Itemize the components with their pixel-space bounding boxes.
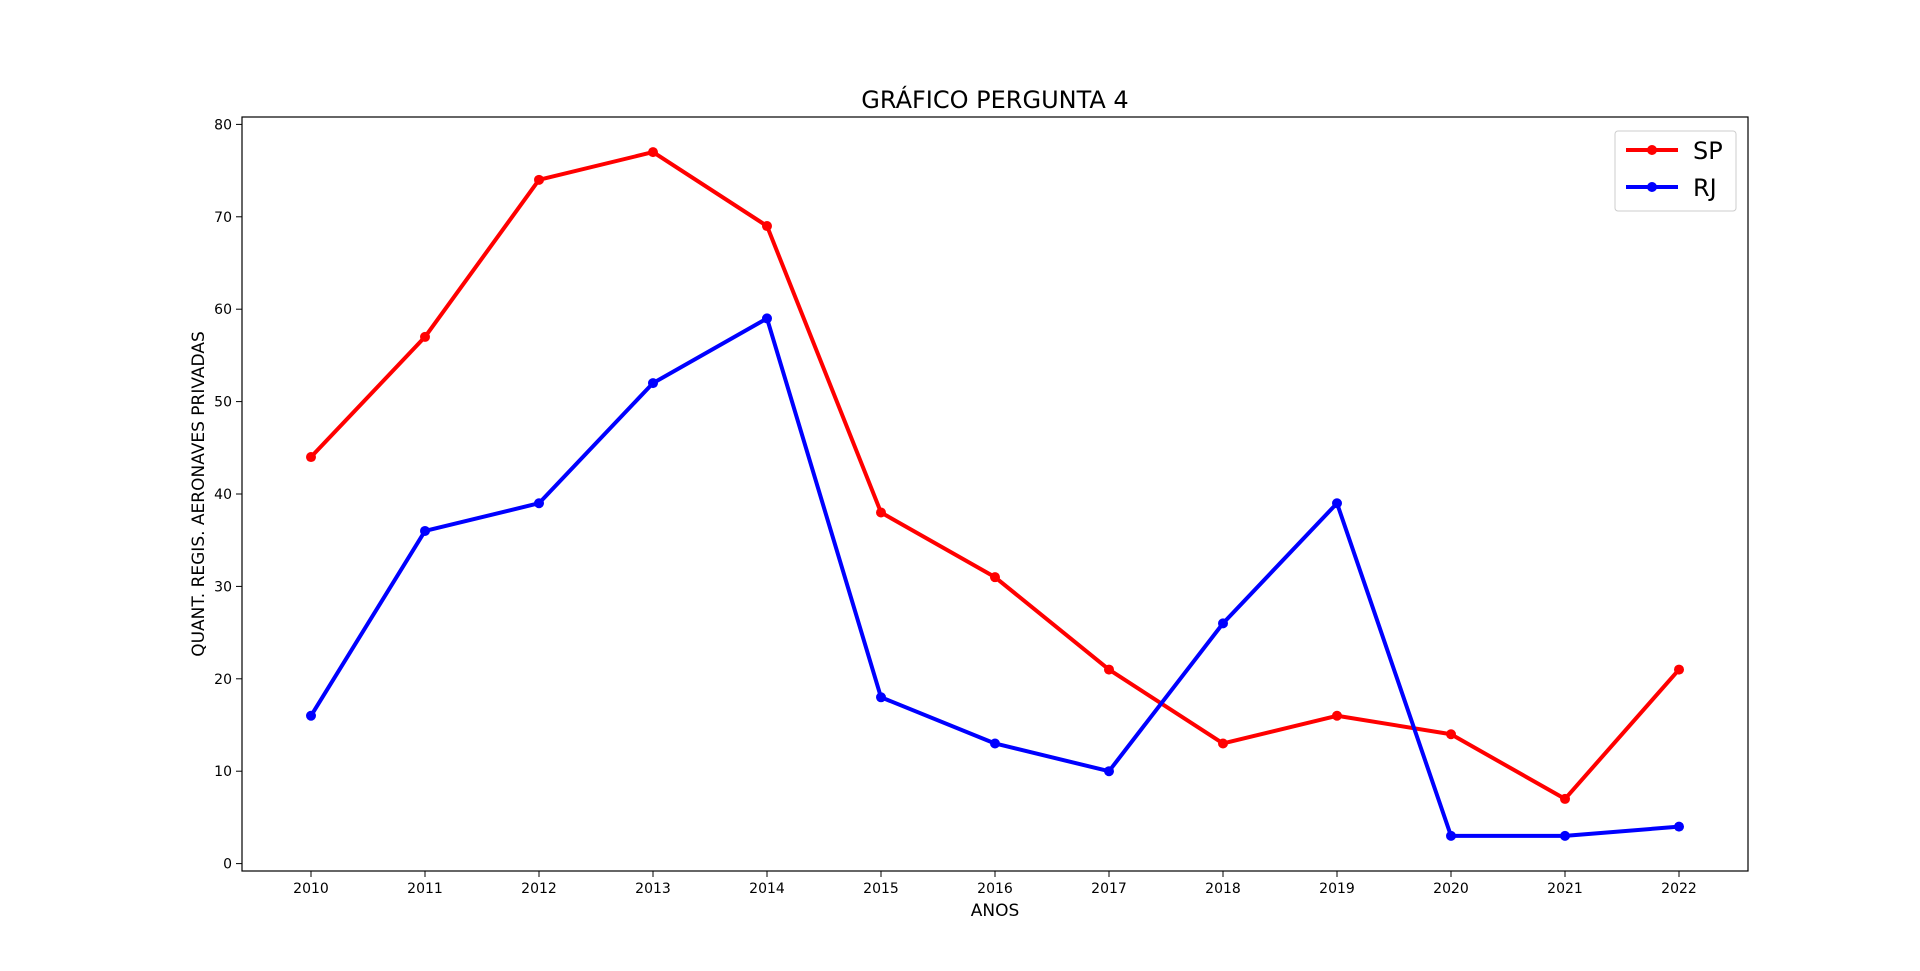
data-point — [1104, 664, 1114, 675]
y-axis-label: QUANT. REGIS. AERONAVES PRIVADAS — [189, 331, 209, 657]
x-tick-label: 2019 — [1319, 881, 1355, 897]
y-tick-label: 70 — [214, 210, 232, 226]
x-tick-label: 2017 — [1091, 881, 1127, 897]
x-tick-label: 2018 — [1205, 881, 1241, 897]
y-tick-label: 50 — [214, 395, 232, 411]
data-point — [762, 221, 772, 232]
data-point — [1446, 729, 1456, 740]
data-point — [762, 313, 772, 324]
x-tick-label: 2020 — [1433, 881, 1469, 897]
data-point — [1218, 738, 1228, 749]
legend: SP RJ — [1614, 130, 1737, 212]
x-axis-label: ANOS — [971, 901, 1020, 921]
data-point — [1332, 710, 1342, 721]
data-point — [1446, 830, 1456, 841]
legend-label: SP — [1693, 137, 1723, 165]
data-point — [1560, 793, 1570, 804]
data-point — [990, 572, 1000, 583]
data-point — [306, 452, 316, 463]
legend-entry-sp: SP — [1626, 137, 1723, 165]
data-point — [876, 692, 886, 703]
y-axis: 0 10 20 30 40 50 60 70 80 — [214, 117, 242, 873]
series-layer — [306, 147, 1684, 841]
data-point — [1674, 821, 1684, 832]
x-axis: 2010 2011 2012 2013 2014 2015 2016 2017 2018 2019… — [293, 871, 1697, 897]
x-tick-label: 2015 — [863, 881, 899, 897]
y-tick-label: 30 — [214, 579, 232, 595]
x-tick-label: 2011 — [407, 881, 443, 897]
data-point — [648, 147, 658, 158]
data-point — [1218, 618, 1228, 629]
x-tick-label: 2010 — [293, 881, 329, 897]
legend-entry-rj: RJ — [1626, 174, 1717, 202]
legend-swatch-marker — [1647, 182, 1657, 192]
plot-area — [241, 116, 1749, 872]
series-sp — [306, 147, 1684, 804]
x-tick-label: 2016 — [977, 881, 1013, 897]
data-point — [534, 174, 544, 185]
x-tick-label: 2022 — [1661, 881, 1697, 897]
chart-title: GRÁFICO PERGUNTA 4 — [861, 85, 1128, 114]
legend-label: RJ — [1693, 174, 1717, 202]
data-point — [876, 507, 886, 518]
data-point — [534, 498, 544, 509]
series-rj — [306, 313, 1684, 841]
data-point — [1104, 766, 1114, 777]
data-point — [1674, 664, 1684, 675]
y-tick-label: 80 — [214, 117, 232, 133]
data-point — [1560, 830, 1570, 841]
y-tick-label: 0 — [223, 857, 232, 873]
x-tick-label: 2013 — [635, 881, 671, 897]
x-tick-label: 2012 — [521, 881, 557, 897]
data-point — [990, 738, 1000, 749]
y-tick-label: 60 — [214, 302, 232, 318]
legend-swatch-marker — [1647, 145, 1657, 155]
y-tick-label: 20 — [214, 672, 232, 688]
data-point — [1332, 498, 1342, 509]
x-tick-label: 2021 — [1547, 881, 1583, 897]
series-line — [309, 150, 1681, 801]
x-tick-label: 2014 — [749, 881, 785, 897]
data-point — [306, 710, 316, 721]
y-tick-label: 10 — [214, 764, 232, 780]
data-point — [420, 331, 430, 342]
data-point — [648, 378, 658, 389]
data-point — [420, 525, 430, 536]
y-tick-label: 40 — [214, 487, 232, 503]
